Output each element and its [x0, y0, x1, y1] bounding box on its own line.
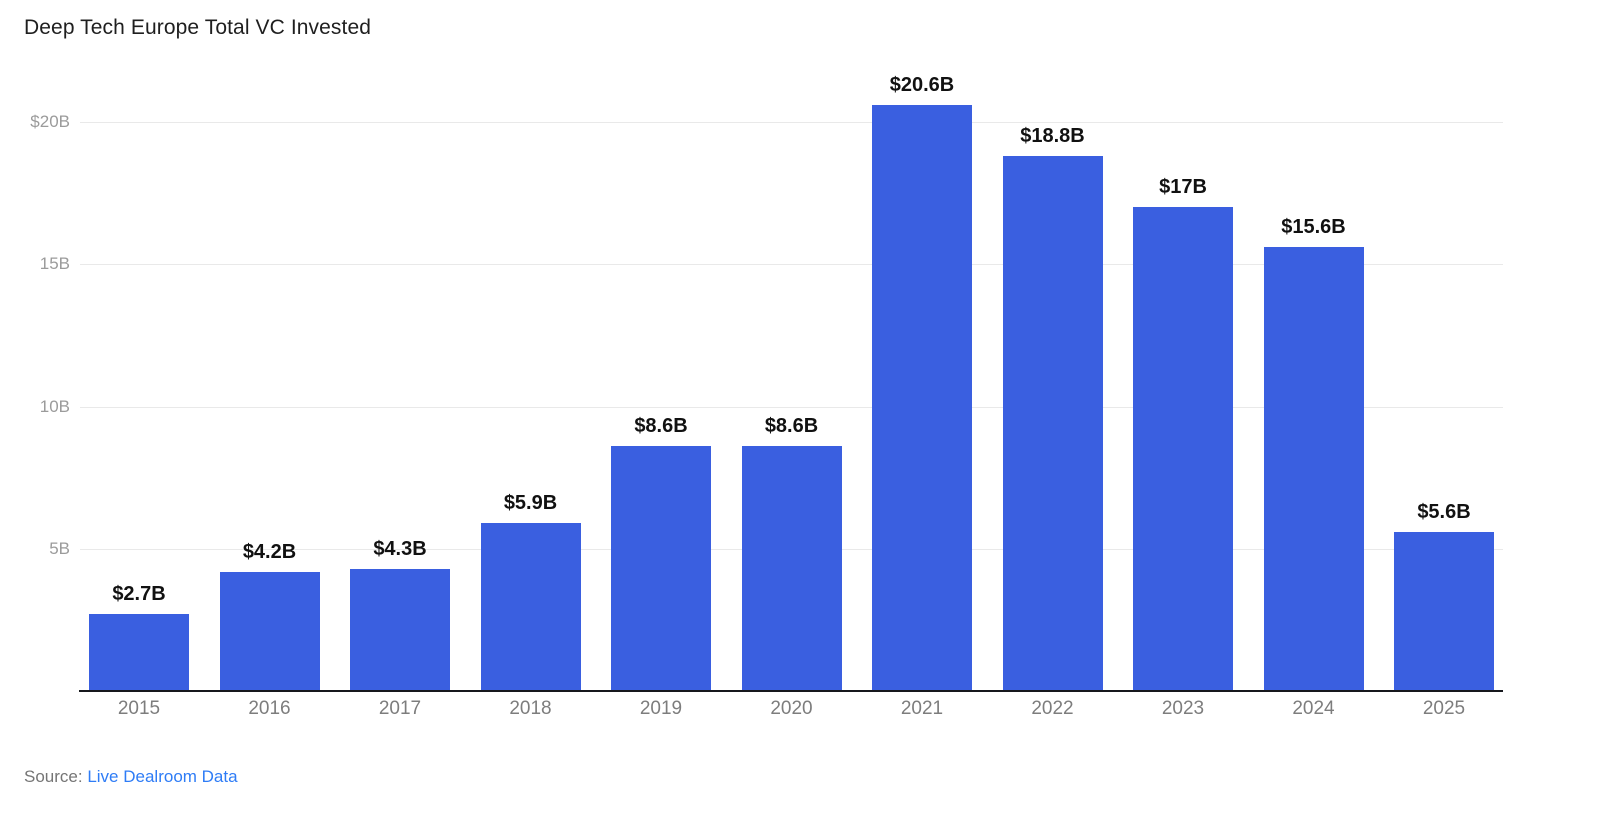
source-link[interactable]: Live Dealroom Data [87, 767, 238, 786]
bar-2024 [1263, 247, 1364, 691]
bar-value-label-2019: $8.6B [634, 415, 688, 438]
bar-value-label-2015: $2.7B [112, 583, 166, 606]
y-axis-tick-label: 10B [39, 396, 70, 416]
x-axis-label-2025: 2025 [1422, 698, 1466, 719]
x-axis-label-2019: 2019 [639, 698, 683, 719]
x-axis-label-2015: 2015 [117, 698, 161, 719]
x-axis-label-2018: 2018 [509, 698, 552, 719]
y-axis-tick-label: 5B [49, 538, 70, 558]
x-axis-label-2017: 2017 [378, 698, 422, 719]
source-row: Source: Live Dealroom Data [24, 766, 238, 788]
chart-title: Deep Tech Europe Total VC Invested [24, 16, 372, 39]
bar-value-label-2022: $18.8B [1020, 125, 1085, 148]
bar-2023 [1133, 207, 1233, 691]
bar-2018 [480, 523, 581, 691]
bar-2019 [611, 446, 711, 691]
x-axis-line [79, 690, 1503, 692]
x-axis-label-2021: 2021 [900, 698, 944, 719]
bar-value-label-2025: $5.6B [1417, 500, 1471, 523]
bar-value-label-2023: $17B [1159, 176, 1207, 199]
gridline-15B [80, 264, 1503, 266]
source-label: Source: [24, 767, 83, 786]
bar-2025 [1394, 531, 1494, 691]
y-axis-tick-label: 15B [39, 254, 70, 274]
bar-2015 [89, 614, 189, 691]
x-axis-label-2024: 2024 [1292, 698, 1335, 719]
bar-value-label-2018: $5.9B [503, 492, 558, 515]
bar-2016 [219, 571, 320, 691]
bar-value-label-2016: $4.2B [242, 540, 297, 563]
y-axis-tick-label: $20B [30, 112, 70, 131]
bar-value-label-2020: $8.6B [764, 415, 819, 438]
bar-2017 [350, 568, 450, 691]
x-axis-label-2020: 2020 [770, 698, 813, 719]
gridline-10B [80, 406, 1503, 408]
bar-2020 [741, 446, 842, 691]
bar-value-label-2017: $4.3B [373, 537, 427, 560]
bar-value-label-2024: $15.6B [1281, 216, 1346, 239]
x-axis-label-2022: 2022 [1031, 698, 1074, 719]
bar-2022 [1002, 156, 1103, 691]
x-axis-label-2016: 2016 [248, 698, 291, 719]
bar-value-label-2021: $20.6B [889, 73, 955, 96]
x-axis-label-2023: 2023 [1161, 698, 1205, 719]
bar-2021 [872, 104, 972, 691]
gridline-20B [80, 122, 1503, 123]
